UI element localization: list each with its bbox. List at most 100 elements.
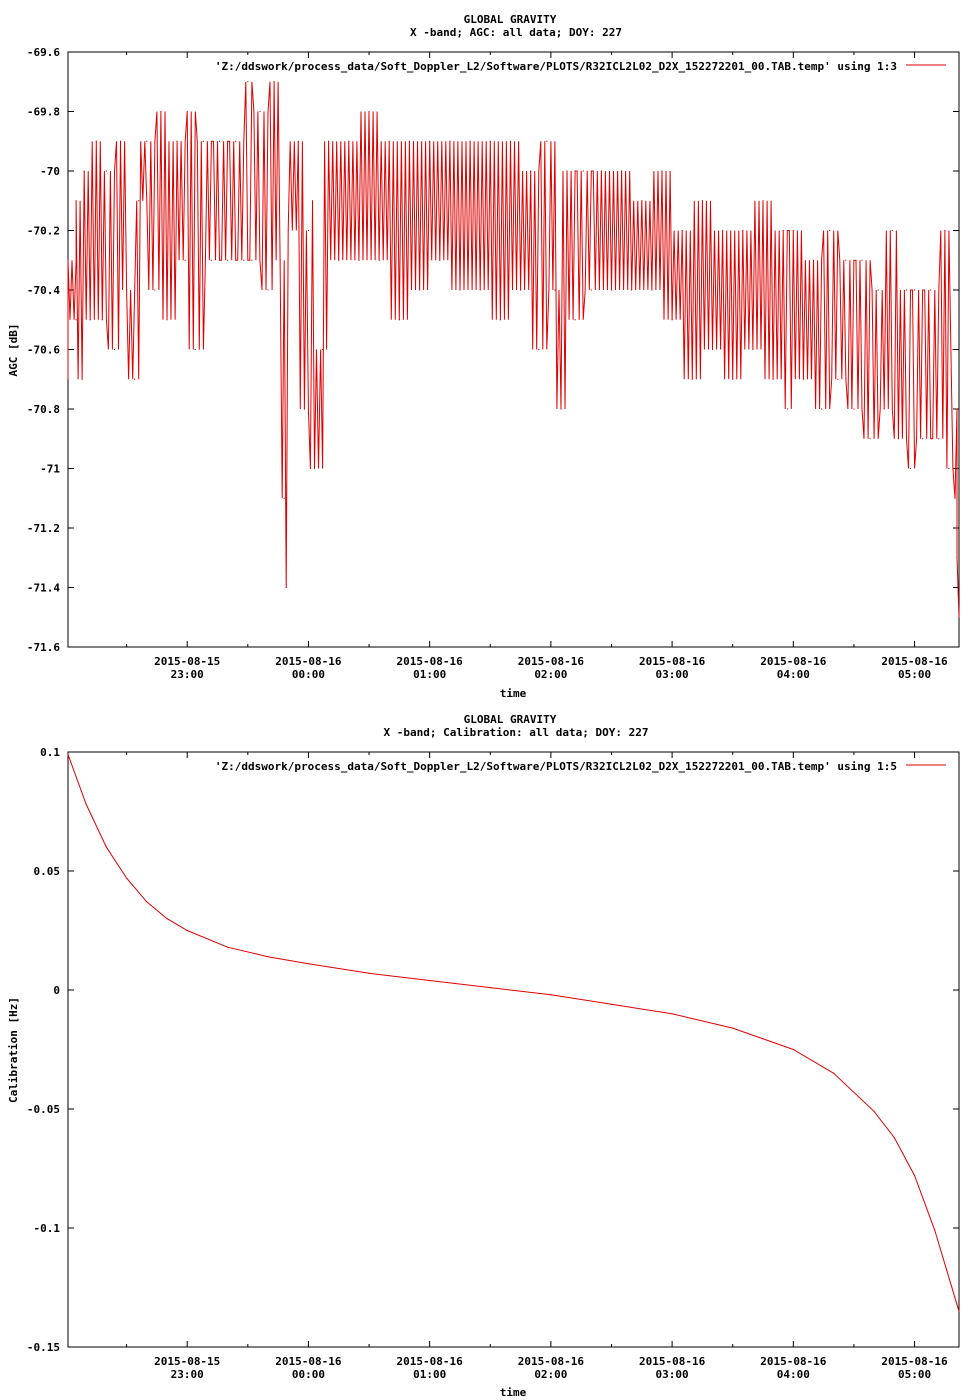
data-point [922,438,924,440]
x-tick-label-time: 05:00 [898,1368,931,1381]
data-point [243,259,245,261]
x-tick-label-time: 01:00 [413,668,446,681]
data-point [877,289,879,291]
data-point [194,348,196,351]
x-tick-label-time: 01:00 [413,1368,446,1381]
data-point [283,497,285,499]
x-tick-label-date: 2015-08-16 [760,655,827,668]
data-point [829,229,831,232]
data-point [138,200,140,202]
data-point [582,170,584,172]
y-tick-label: -69.6 [27,46,60,59]
data-point [891,229,893,232]
y-tick-label: -70.2 [27,225,60,238]
plot-frame [67,751,960,1348]
x-tick-label-time: 02:00 [534,1368,567,1381]
y-tick-label: -0.15 [27,1341,60,1354]
y-tick-label: -70.6 [27,344,60,357]
data-point [154,289,156,291]
data-point [590,289,592,291]
data-point [930,289,932,291]
x-tick-label-time: 00:00 [292,1368,325,1381]
data-point [554,289,556,291]
x-tick-label-time: 04:00 [777,668,810,681]
agc-chart: GLOBAL GRAVITY X -band; AGC: all data; D… [7,13,960,700]
x-tick-label-date: 2015-08-15 [154,655,220,668]
x-tick-label-date: 2015-08-16 [639,655,706,668]
x-tick-label-time: 04:00 [777,1368,810,1381]
x-tick-label-date: 2015-08-16 [275,1355,342,1368]
data-point [259,110,261,113]
data-point [247,81,249,83]
x-tick-label-date: 2015-08-16 [518,1355,585,1368]
x-tick-label-time: 05:00 [898,668,931,681]
data-point [574,319,576,321]
x-tick-label-date: 2015-08-16 [275,655,342,668]
data-point [869,438,871,440]
chart-title: GLOBAL GRAVITY [464,13,557,26]
y-tick-label: 0.05 [34,865,61,878]
series-line [67,754,960,1312]
x-tick-label-time: 02:00 [534,668,567,681]
x-tick-label-time: 03:00 [656,668,689,681]
data-point [184,259,186,261]
data-point [952,348,954,351]
data-point [538,348,540,351]
data-point [251,259,253,261]
data-point [307,229,310,232]
series-line [67,81,960,618]
data-point [905,289,908,291]
data-point [267,289,269,291]
y-tick-label: -71.6 [27,641,60,654]
y-tick-label: -69.8 [27,106,60,119]
data-point [146,140,148,142]
data-point [105,170,107,172]
data-point [821,408,823,410]
data-point [909,467,912,470]
y-tick-label: -70.8 [27,403,60,416]
x-tick-label-time: 00:00 [292,668,325,681]
x-tick-label-date: 2015-08-16 [518,655,585,668]
data-point [546,140,548,142]
x-tick-label-date: 2015-08-15 [154,1355,220,1368]
x-axis-label: time [500,687,527,700]
data-point [210,259,213,261]
y-tick-label: -71.4 [27,582,60,595]
data-point [113,348,116,351]
data-point [235,140,237,142]
y-axis-label: AGC [dB] [7,324,20,377]
calibration-chart: GLOBAL GRAVITY X -band; Calibration: all… [7,713,960,1399]
x-tick-label-date: 2015-08-16 [397,655,464,668]
data-point [853,408,855,410]
y-tick-label: 0 [53,984,60,997]
y-tick-label: -0.05 [27,1103,60,1116]
x-tick-label-date: 2015-08-16 [881,1355,948,1368]
y-tick-label: -0.1 [34,1222,61,1235]
data-point [202,140,204,142]
legend-label: 'Z:/ddswork/process_data/Soft_Doppler_L2… [215,760,897,773]
data-point [227,259,229,261]
y-tick-label: -70.4 [27,284,60,297]
data-point [948,467,950,470]
data-point [134,378,136,380]
chart-title: GLOBAL GRAVITY [464,713,557,726]
data-point [837,378,839,380]
x-tick-label-time: 23:00 [171,668,204,681]
y-tick-label: -71.2 [27,522,60,535]
chart-subtitle: X -band; Calibration: all data; DOY: 227 [384,726,649,739]
x-axis-label: time [500,1386,527,1399]
y-tick-label: -70 [40,165,60,178]
data-point [218,140,221,142]
data-point [786,408,788,410]
x-tick-label-date: 2015-08-16 [881,655,948,668]
x-tick-label-time: 03:00 [656,1368,689,1381]
x-tick-label-date: 2015-08-16 [760,1355,827,1368]
data-point [75,319,77,321]
x-tick-label-date: 2015-08-16 [397,1355,464,1368]
x-tick-label-date: 2015-08-16 [639,1355,706,1368]
data-point [845,259,847,261]
y-axis-label: Calibration [Hz] [7,997,20,1103]
data-point [938,438,940,440]
data-point [913,289,916,291]
